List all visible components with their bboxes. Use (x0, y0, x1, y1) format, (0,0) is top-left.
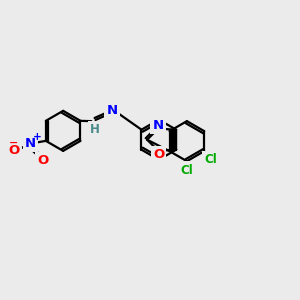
Text: −: − (9, 138, 19, 148)
Text: N: N (106, 104, 118, 117)
Text: O: O (38, 154, 49, 167)
Text: O: O (8, 144, 20, 157)
Text: O: O (153, 148, 164, 161)
Text: N: N (25, 137, 36, 150)
Text: +: + (33, 132, 41, 142)
Text: H: H (90, 123, 100, 136)
Text: N: N (153, 118, 164, 132)
Text: Cl: Cl (204, 153, 217, 166)
Text: Cl: Cl (181, 164, 193, 176)
